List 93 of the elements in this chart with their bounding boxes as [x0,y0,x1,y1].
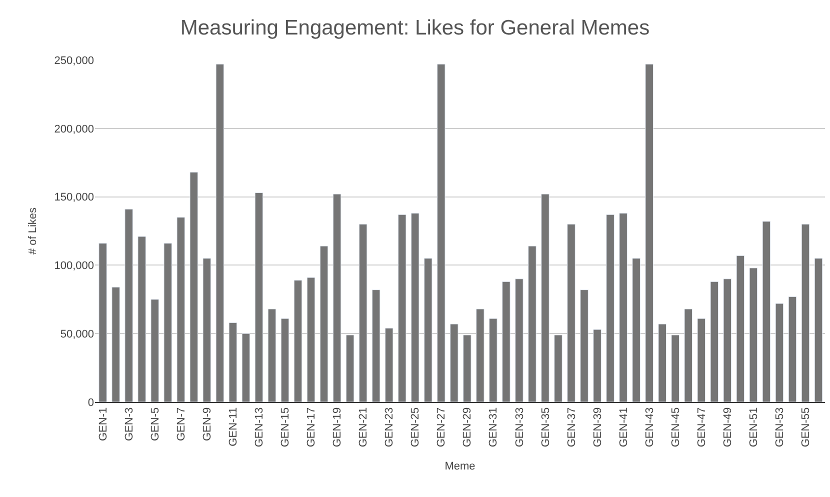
y-axis-title: # of Likes [26,206,39,255]
bar [176,217,186,402]
x-tick-label: GEN-49 [722,407,734,448]
bar [112,286,120,402]
x-tick-label: GEN-35 [540,407,552,448]
x-tick-label: GEN-19 [332,407,344,448]
x-tick-label: GEN-29 [462,407,474,448]
bar [138,236,146,402]
bar [658,324,666,402]
bar [580,290,588,402]
bar [567,224,576,402]
bar [410,212,420,402]
bar [294,280,302,402]
bar [645,64,654,402]
x-tick-label: GEN-45 [670,407,682,448]
x-tick-label: GEN-17 [306,407,318,448]
x-tick-label: GEN-15 [280,407,292,448]
x-tick-label: GEN-1 [97,407,110,442]
y-tick-label: 0 [88,396,94,409]
bar [489,318,498,402]
bar [632,258,640,402]
bar [671,334,680,402]
bar [384,328,394,402]
bar [463,334,472,402]
x-tick-label: GEN-9 [201,407,214,442]
bar [242,333,250,402]
bar [398,214,406,402]
bar [814,258,823,402]
y-tick-label: 200,000 [54,123,94,136]
bar [528,246,536,402]
bar [801,224,810,402]
bar [268,308,276,402]
x-tick-label: GEN-33 [514,407,526,448]
x-tick-label: GEN-23 [384,407,396,448]
bar [216,64,224,402]
x-tick-label: GEN-39 [592,407,604,448]
bar [684,308,693,402]
x-tick-label: GEN-47 [696,407,708,448]
y-tick-label: 250,000 [54,54,94,67]
bar [450,324,458,402]
bar [254,192,264,402]
x-tick-label: GEN-7 [175,407,188,442]
bar [424,258,432,402]
bar [202,258,212,402]
x-tick-label: GEN-13 [254,407,266,448]
y-tick-label: 100,000 [54,260,94,272]
bar [320,246,328,402]
chart-title: Measuring Engagement: Likes for General Memes [180,16,650,40]
bar [306,277,316,402]
bar [515,278,524,402]
bar [606,214,614,402]
bar [749,268,758,402]
bar [150,299,160,402]
y-tick-label: 50,000 [60,328,94,340]
x-tick-label: GEN-21 [358,407,370,448]
x-axis-title: Meme [444,460,476,472]
x-tick-label: GEN-3 [123,407,136,442]
bar [762,221,771,402]
bar [280,318,290,402]
bar [332,194,342,402]
bar [736,255,745,402]
x-tick-label: GEN-51 [748,407,760,448]
bar [98,243,107,402]
bar [228,322,238,402]
bar [541,194,550,402]
x-tick-label: GEN-41 [618,407,630,448]
bar [619,212,628,402]
x-tick-label: GEN-53 [774,407,786,448]
x-tick-label: GEN-43 [644,407,656,448]
x-tick-label: GEN-37 [566,407,578,448]
y-tick-label: 150,000 [54,192,94,204]
bar [554,334,562,402]
bar [358,224,368,402]
x-tick-label: GEN-5 [149,407,162,442]
x-tick-label: GEN-31 [488,407,500,448]
bar [346,334,354,402]
x-tick-label: GEN-11 [228,407,240,446]
bar [593,329,602,402]
bar [476,308,484,402]
bar [788,296,797,402]
bar [124,208,133,402]
x-tick-label: GEN-55 [800,407,812,448]
bar [372,290,380,402]
bar [723,278,732,402]
x-tick-label: GEN-25 [410,407,422,448]
bar [697,318,706,402]
bar [502,281,510,402]
bar [190,172,198,402]
bar [164,243,172,402]
bar [775,303,784,402]
bar [710,281,719,402]
x-tick-label: GEN-27 [436,407,448,448]
bar [436,64,446,402]
